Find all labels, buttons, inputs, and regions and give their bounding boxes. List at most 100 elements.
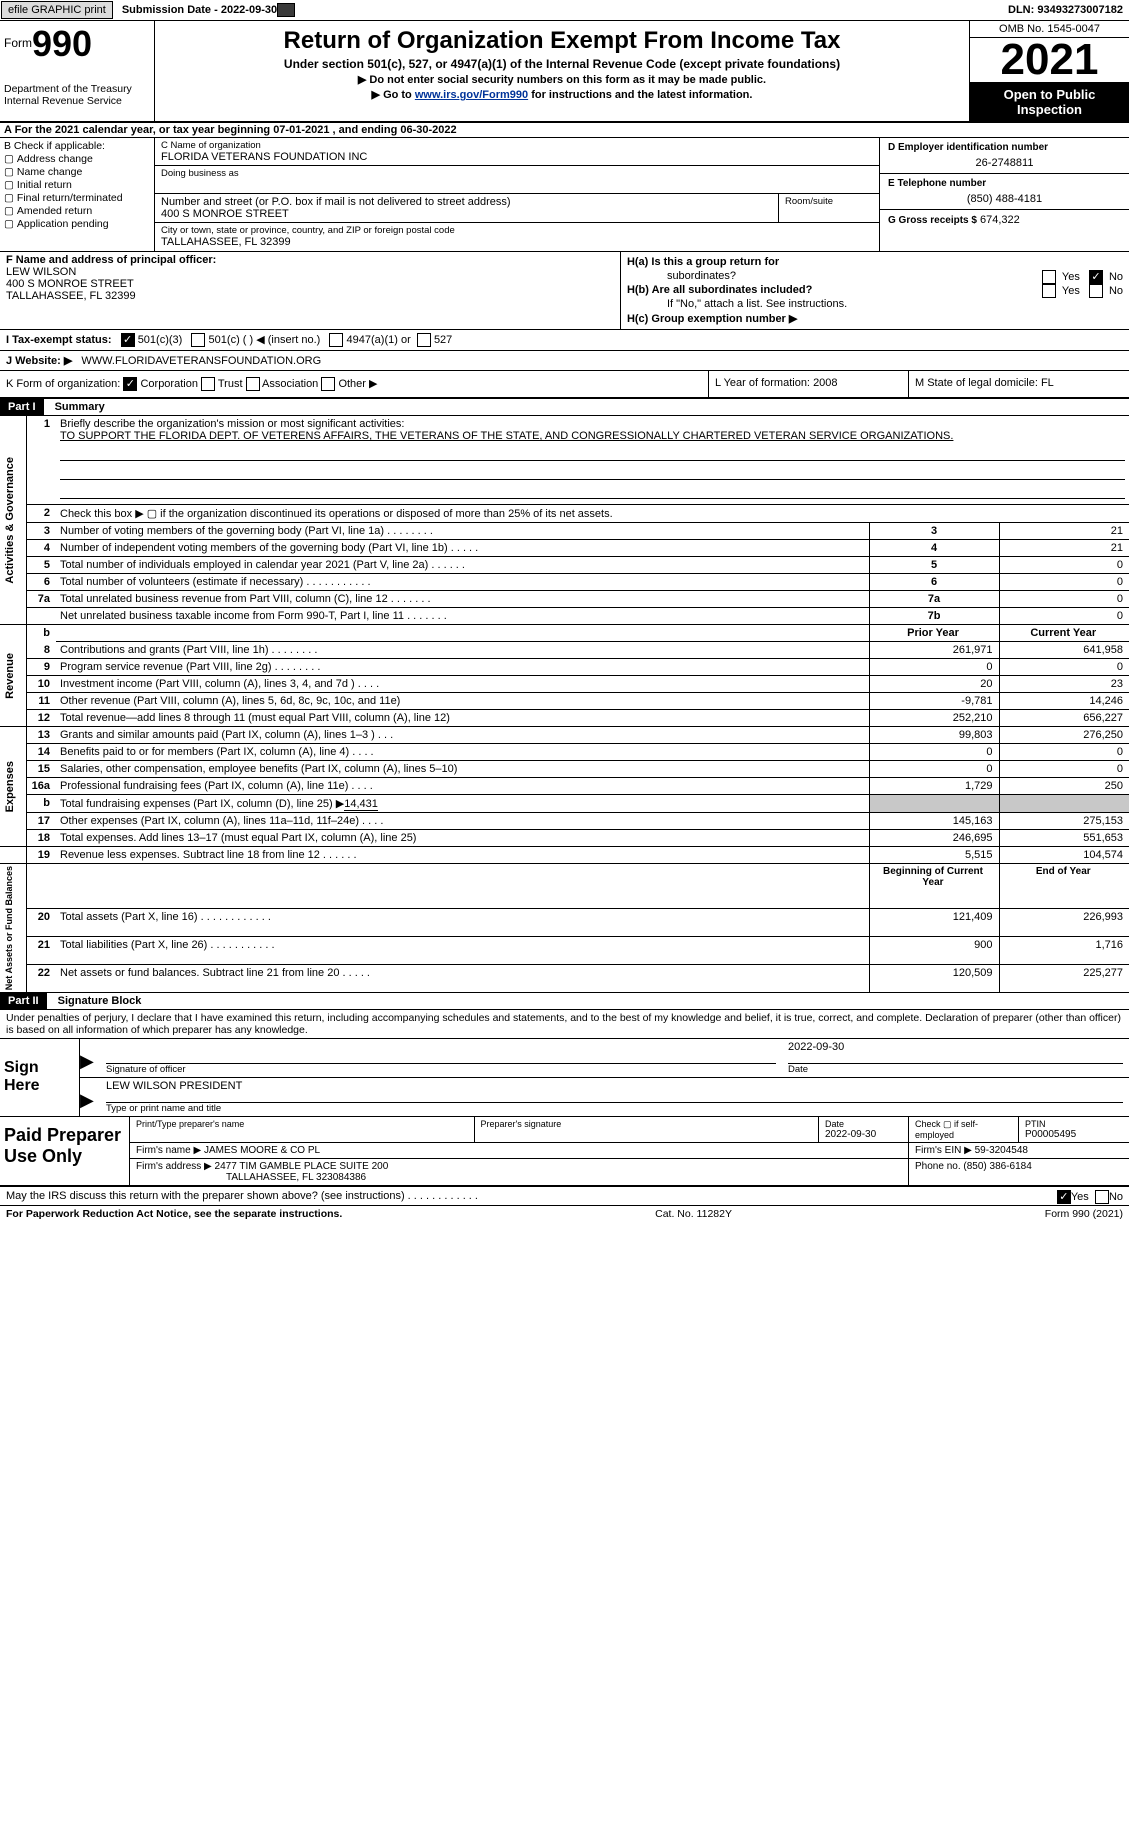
firm-phone-label: Phone no. bbox=[915, 1161, 961, 1172]
irs-link[interactable]: www.irs.gov/Form990 bbox=[415, 89, 528, 101]
val3: 21 bbox=[999, 523, 1129, 540]
section-bcd: B Check if applicable: Address change Na… bbox=[0, 138, 1129, 252]
header-left: Form990 Department of the Treasury Inter… bbox=[0, 21, 155, 121]
chk-address-change[interactable]: Address change bbox=[4, 153, 150, 165]
penalty-statement: Under penalties of perjury, I declare th… bbox=[0, 1010, 1129, 1039]
hb-no-checkbox[interactable] bbox=[1089, 284, 1103, 298]
b-label: B Check if applicable: bbox=[4, 140, 150, 152]
paid-preparer-block: Paid Preparer Use Only Print/Type prepar… bbox=[0, 1117, 1129, 1187]
chk-application-pending[interactable]: Application pending bbox=[4, 218, 150, 230]
c13: 276,250 bbox=[999, 727, 1129, 744]
line18: Total expenses. Add lines 13–17 (must eq… bbox=[56, 830, 869, 847]
firm-addr2: TALLAHASSEE, FL 323084386 bbox=[136, 1172, 366, 1183]
line16b: Total fundraising expenses (Part IX, col… bbox=[56, 795, 869, 813]
room-suite-label: Room/suite bbox=[779, 194, 879, 222]
dark-input-box[interactable] bbox=[277, 3, 295, 17]
efile-button[interactable]: efile GRAPHIC print bbox=[1, 1, 113, 19]
m-state-domicile: M State of legal domicile: FL bbox=[909, 371, 1129, 397]
line5: Total number of individuals employed in … bbox=[56, 557, 869, 574]
org-name-label: C Name of organization bbox=[161, 140, 873, 151]
line20: Total assets (Part X, line 16) . . . . .… bbox=[56, 908, 869, 936]
hb-yes-checkbox[interactable] bbox=[1042, 284, 1056, 298]
tax-year: 2021 bbox=[970, 38, 1129, 83]
c21: 1,716 bbox=[999, 937, 1129, 965]
sig-date-value: 2022-09-30 bbox=[788, 1041, 1123, 1063]
p10: 20 bbox=[869, 676, 999, 693]
chk-name-change[interactable]: Name change bbox=[4, 166, 150, 178]
may-irs-yes-checkbox[interactable]: ✓ bbox=[1057, 1190, 1071, 1204]
prep-date-label: Date bbox=[825, 1119, 902, 1129]
p17: 145,163 bbox=[869, 813, 999, 830]
line21: Total liabilities (Part X, line 26) . . … bbox=[56, 937, 869, 965]
firm-name-label: Firm's name ▶ bbox=[136, 1145, 201, 1156]
street-label: Number and street (or P.O. box if mail i… bbox=[161, 196, 772, 208]
chk-association[interactable] bbox=[246, 377, 260, 391]
p21: 900 bbox=[869, 937, 999, 965]
firm-phone-value: (850) 386-6184 bbox=[963, 1161, 1031, 1172]
row-a-tax-year: A For the 2021 calendar year, or tax yea… bbox=[0, 123, 1129, 138]
part-i-label: Part I bbox=[0, 399, 44, 415]
chk-4947[interactable] bbox=[329, 333, 343, 347]
end-year-hdr: End of Year bbox=[999, 864, 1129, 909]
sign-arrow-icon: ▶ bbox=[80, 1039, 100, 1077]
line12: Total revenue—add lines 8 through 11 (mu… bbox=[56, 710, 869, 727]
subtitle-1: Under section 501(c), 527, or 4947(a)(1)… bbox=[159, 57, 965, 71]
may-irs-no-checkbox[interactable] bbox=[1095, 1190, 1109, 1204]
p9: 0 bbox=[869, 659, 999, 676]
preparer-name-label: Print/Type preparer's name bbox=[136, 1119, 468, 1129]
section-deg: D Employer identification number 26-2748… bbox=[879, 138, 1129, 251]
c20: 226,993 bbox=[999, 908, 1129, 936]
current-year-hdr: Current Year bbox=[999, 625, 1129, 642]
footer-left: For Paperwork Reduction Act Notice, see … bbox=[6, 1208, 342, 1220]
part-i-title: Summary bbox=[47, 401, 105, 413]
city-label: City or town, state or province, country… bbox=[161, 225, 873, 236]
part-ii-title: Signature Block bbox=[50, 995, 142, 1007]
part-i-header: Part I Summary bbox=[0, 399, 1129, 416]
part-ii-label: Part II bbox=[0, 993, 47, 1009]
c19: 104,574 bbox=[999, 847, 1129, 864]
header-middle: Return of Organization Exempt From Incom… bbox=[155, 21, 969, 121]
footer-mid: Cat. No. 11282Y bbox=[342, 1208, 1045, 1220]
chk-501c[interactable] bbox=[191, 333, 205, 347]
chk-final-return[interactable]: Final return/terminated bbox=[4, 192, 150, 204]
side-expenses: Expenses bbox=[4, 761, 16, 812]
org-name: FLORIDA VETERANS FOUNDATION INC bbox=[161, 151, 873, 163]
firm-ein-value: 59-3204548 bbox=[975, 1145, 1028, 1156]
section-b: B Check if applicable: Address change Na… bbox=[0, 138, 155, 251]
chk-501c3[interactable]: ✓ bbox=[121, 333, 135, 347]
c12: 656,227 bbox=[999, 710, 1129, 727]
gross-label: G Gross receipts $ bbox=[888, 215, 977, 226]
p12: 252,210 bbox=[869, 710, 999, 727]
chk-amended-return[interactable]: Amended return bbox=[4, 205, 150, 217]
line10: Investment income (Part VIII, column (A)… bbox=[56, 676, 869, 693]
c11: 14,246 bbox=[999, 693, 1129, 710]
footer-right: Form 990 (2021) bbox=[1045, 1208, 1123, 1220]
chk-other[interactable] bbox=[321, 377, 335, 391]
sign-arrow-icon-2: ▶ bbox=[80, 1078, 100, 1116]
officer-addr2: TALLAHASSEE, FL 32399 bbox=[6, 290, 614, 302]
firm-name-value: JAMES MOORE & CO PL bbox=[204, 1145, 320, 1156]
chk-trust[interactable] bbox=[201, 377, 215, 391]
p22: 120,509 bbox=[869, 965, 999, 993]
p11: -9,781 bbox=[869, 693, 999, 710]
ha-no-checkbox[interactable]: ✓ bbox=[1089, 270, 1103, 284]
c9: 0 bbox=[999, 659, 1129, 676]
subtitle-3: ▶ Go to www.irs.gov/Form990 for instruct… bbox=[159, 88, 965, 101]
k-form-org: K Form of organization: ✓ Corporation Tr… bbox=[0, 371, 709, 397]
chk-initial-return[interactable]: Initial return bbox=[4, 179, 150, 191]
line13: Grants and similar amounts paid (Part IX… bbox=[56, 727, 869, 744]
chk-corporation[interactable]: ✓ bbox=[123, 377, 137, 391]
self-employed-label: Check ▢ if self-employed bbox=[915, 1119, 1012, 1140]
p16a: 1,729 bbox=[869, 778, 999, 795]
officer-name-title: LEW WILSON PRESIDENT bbox=[106, 1080, 1123, 1102]
c15: 0 bbox=[999, 761, 1129, 778]
line8: Contributions and grants (Part VIII, lin… bbox=[56, 642, 869, 659]
row-i-tax-status: I Tax-exempt status: ✓ 501(c)(3) 501(c) … bbox=[0, 330, 1129, 351]
f-label: F Name and address of principal officer: bbox=[6, 254, 614, 266]
c17: 275,153 bbox=[999, 813, 1129, 830]
line22: Net assets or fund balances. Subtract li… bbox=[56, 965, 869, 993]
line17: Other expenses (Part IX, column (A), lin… bbox=[56, 813, 869, 830]
c14: 0 bbox=[999, 744, 1129, 761]
ha-yes-checkbox[interactable] bbox=[1042, 270, 1056, 284]
chk-527[interactable] bbox=[417, 333, 431, 347]
